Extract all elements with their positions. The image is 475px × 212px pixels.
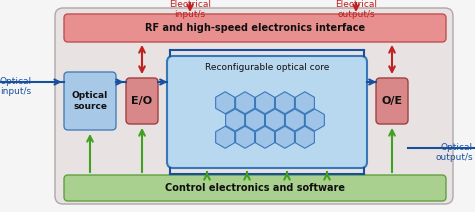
FancyBboxPatch shape [55,8,453,204]
Text: Optical
input/s: Optical input/s [0,77,32,96]
Polygon shape [226,109,245,131]
FancyBboxPatch shape [64,14,446,42]
Polygon shape [305,109,324,131]
Polygon shape [246,109,265,131]
FancyBboxPatch shape [376,78,408,124]
Text: E/O: E/O [132,96,152,106]
Polygon shape [276,126,294,148]
Polygon shape [216,92,235,114]
Polygon shape [266,109,285,131]
Polygon shape [285,109,304,131]
Polygon shape [236,92,255,114]
FancyBboxPatch shape [167,56,367,168]
Text: Optical
source: Optical source [72,91,108,111]
Text: Control electronics and software: Control electronics and software [165,183,345,193]
Text: Optical
output/s: Optical output/s [436,143,473,162]
Text: Electrical
output/s: Electrical output/s [335,0,377,20]
Polygon shape [216,126,235,148]
Polygon shape [256,92,275,114]
Text: O/E: O/E [381,96,403,106]
Polygon shape [295,92,314,114]
Polygon shape [236,126,255,148]
Text: RF and high-speed electronics interface: RF and high-speed electronics interface [145,23,365,33]
Polygon shape [276,92,294,114]
Text: Reconfigurable optical core: Reconfigurable optical core [205,63,329,71]
Polygon shape [256,126,275,148]
FancyBboxPatch shape [64,175,446,201]
Polygon shape [295,126,314,148]
FancyBboxPatch shape [64,72,116,130]
FancyBboxPatch shape [126,78,158,124]
Text: Electrical
input/s: Electrical input/s [169,0,211,20]
